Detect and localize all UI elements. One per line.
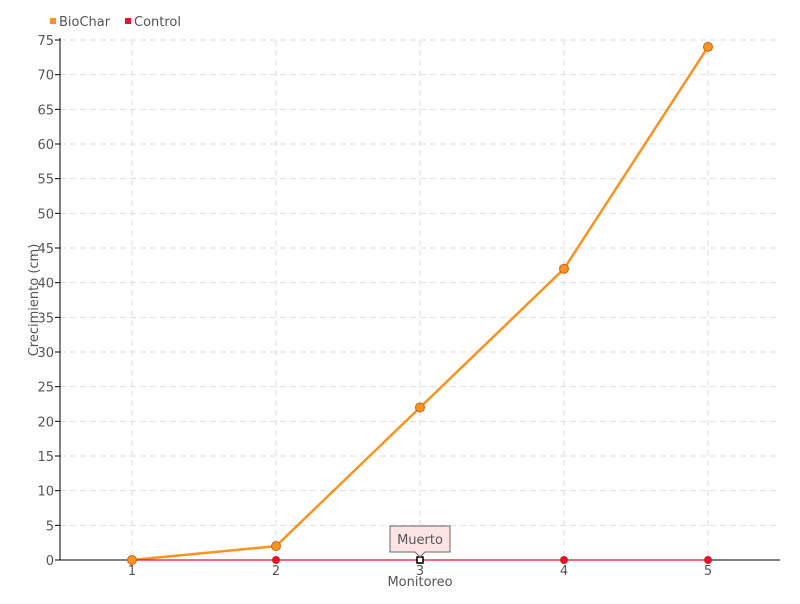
annotations: Muerto [389,525,451,564]
data-point-biochar [271,541,281,552]
data-point-biochar [703,41,713,52]
y-tick-label: 75 [37,34,54,49]
y-tick-label: 20 [37,415,54,430]
y-axis-label: Crecimiento (cm) [27,244,42,357]
tooltip-box [389,525,451,558]
x-axis-label: Monitoreo [387,575,452,590]
data-point-biochar [415,402,425,413]
y-tick-label: 5 [46,519,54,534]
y-tick-label: 70 [37,69,54,84]
y-tick-label: 60 [37,138,54,153]
y-tick-label: 65 [37,103,54,118]
y-tick-label: 15 [37,450,54,465]
data-point-control [560,556,568,564]
legend-label-control: Control [134,15,181,30]
tooltip-text: Muerto [397,533,443,548]
y-tick-label: 0 [46,554,54,569]
grid [60,39,780,560]
legend-label-biochar: BioChar [59,15,111,30]
data-point-control [272,556,280,564]
y-tick-label: 35 [37,311,54,326]
x-tick-label: 5 [704,564,712,579]
y-tick-label: 30 [37,346,54,361]
y-tick-label: 40 [37,277,54,292]
x-tick-label: 1 [128,564,136,579]
y-tick-label: 45 [37,242,54,257]
x-tick-label: 4 [560,564,568,579]
y-tick-label: 55 [37,173,54,188]
data-point-control [704,556,712,564]
legend-swatch-control [125,18,131,24]
data-point-biochar [127,555,137,565]
legend-swatch-biochar [50,18,56,24]
y-tick-label: 50 [37,207,54,222]
x-tick-label: 2 [272,564,280,579]
y-tick-label: 10 [37,485,54,500]
x-tick-label: 3 [416,564,424,579]
data-point-biochar [559,263,569,274]
y-tick-label: 25 [37,381,54,396]
legend: BioChar Control [50,15,181,30]
highlighted-point [416,556,424,564]
